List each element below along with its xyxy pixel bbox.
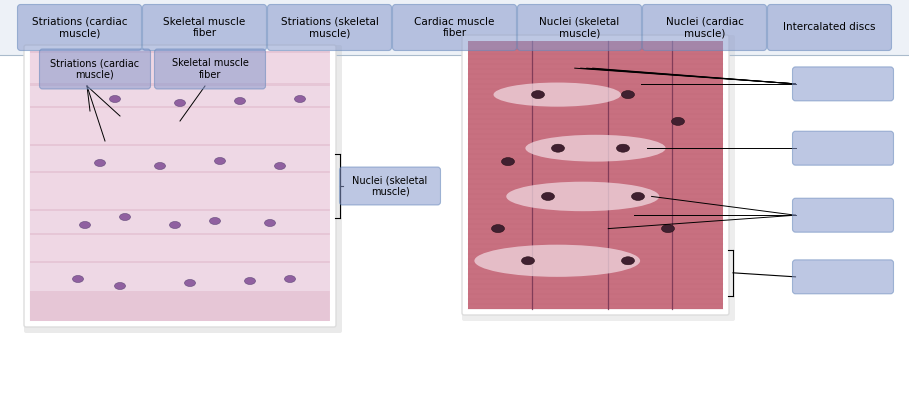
FancyBboxPatch shape bbox=[143, 4, 266, 51]
Ellipse shape bbox=[522, 257, 534, 265]
Ellipse shape bbox=[95, 160, 105, 166]
Ellipse shape bbox=[73, 275, 84, 282]
Ellipse shape bbox=[285, 275, 295, 282]
Ellipse shape bbox=[672, 117, 684, 125]
FancyBboxPatch shape bbox=[462, 35, 735, 321]
Ellipse shape bbox=[622, 91, 634, 99]
Bar bbox=[468, 41, 723, 309]
FancyBboxPatch shape bbox=[793, 198, 894, 232]
Bar bbox=[30, 86, 330, 106]
Ellipse shape bbox=[119, 213, 131, 221]
Ellipse shape bbox=[622, 257, 634, 265]
Ellipse shape bbox=[532, 91, 544, 99]
FancyBboxPatch shape bbox=[24, 45, 342, 333]
Ellipse shape bbox=[215, 158, 225, 164]
Ellipse shape bbox=[542, 192, 554, 200]
Bar bbox=[30, 146, 330, 171]
Text: Nuclei (skeletal
muscle): Nuclei (skeletal muscle) bbox=[353, 175, 427, 197]
Text: Nuclei (cardiac
muscle): Nuclei (cardiac muscle) bbox=[665, 17, 744, 38]
FancyBboxPatch shape bbox=[767, 4, 892, 51]
FancyBboxPatch shape bbox=[0, 0, 909, 55]
FancyBboxPatch shape bbox=[793, 131, 894, 165]
FancyBboxPatch shape bbox=[793, 260, 894, 294]
Ellipse shape bbox=[525, 135, 665, 162]
Text: Cardiac muscle
fiber: Cardiac muscle fiber bbox=[415, 17, 494, 38]
Text: Nuclei (skeletal
muscle): Nuclei (skeletal muscle) bbox=[539, 17, 620, 38]
Bar bbox=[30, 263, 330, 291]
Ellipse shape bbox=[616, 144, 630, 152]
FancyBboxPatch shape bbox=[793, 67, 894, 101]
FancyBboxPatch shape bbox=[17, 4, 142, 51]
Bar bbox=[30, 211, 330, 233]
Text: Skeletal muscle
fiber: Skeletal muscle fiber bbox=[164, 17, 245, 38]
Ellipse shape bbox=[245, 277, 255, 284]
Ellipse shape bbox=[209, 217, 221, 225]
Ellipse shape bbox=[502, 158, 514, 166]
FancyBboxPatch shape bbox=[24, 45, 336, 327]
Bar bbox=[30, 173, 330, 209]
FancyBboxPatch shape bbox=[39, 49, 151, 89]
Ellipse shape bbox=[474, 245, 640, 277]
FancyBboxPatch shape bbox=[155, 49, 265, 89]
Ellipse shape bbox=[79, 221, 91, 229]
Text: Striations (skeletal
muscle): Striations (skeletal muscle) bbox=[281, 17, 378, 38]
Ellipse shape bbox=[169, 221, 181, 229]
Ellipse shape bbox=[155, 162, 165, 170]
Bar bbox=[30, 51, 330, 321]
FancyBboxPatch shape bbox=[393, 4, 516, 51]
Ellipse shape bbox=[275, 162, 285, 170]
Text: Intercalated discs: Intercalated discs bbox=[784, 22, 875, 32]
FancyBboxPatch shape bbox=[462, 35, 729, 315]
Ellipse shape bbox=[295, 95, 305, 103]
Ellipse shape bbox=[115, 282, 125, 290]
Text: Striations (cardiac
muscle): Striations (cardiac muscle) bbox=[32, 17, 127, 38]
FancyBboxPatch shape bbox=[267, 4, 392, 51]
FancyBboxPatch shape bbox=[643, 4, 766, 51]
Ellipse shape bbox=[632, 192, 644, 200]
FancyBboxPatch shape bbox=[517, 4, 642, 51]
Text: Striations (cardiac
muscle): Striations (cardiac muscle) bbox=[50, 58, 140, 80]
Ellipse shape bbox=[494, 83, 621, 107]
Ellipse shape bbox=[175, 99, 185, 107]
Ellipse shape bbox=[662, 225, 674, 233]
Ellipse shape bbox=[492, 225, 504, 233]
Ellipse shape bbox=[185, 280, 195, 286]
Bar bbox=[30, 108, 330, 144]
Ellipse shape bbox=[552, 144, 564, 152]
Text: Skeletal muscle
fiber: Skeletal muscle fiber bbox=[172, 58, 248, 80]
Bar bbox=[30, 235, 330, 261]
FancyBboxPatch shape bbox=[339, 167, 441, 205]
Ellipse shape bbox=[265, 219, 275, 227]
Ellipse shape bbox=[109, 95, 121, 103]
Ellipse shape bbox=[235, 97, 245, 105]
Bar bbox=[30, 53, 330, 83]
Ellipse shape bbox=[506, 182, 659, 211]
